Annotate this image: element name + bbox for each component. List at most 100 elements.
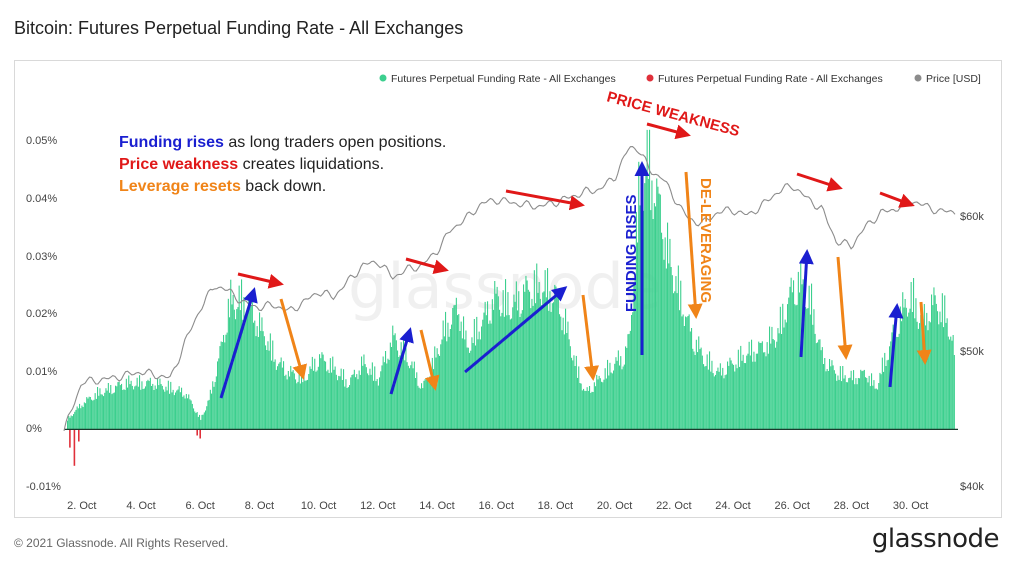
funding-bar (455, 297, 457, 430)
funding-bar (548, 310, 550, 430)
funding-bar (68, 416, 70, 430)
funding-bar (605, 378, 607, 430)
funding-bar (325, 361, 327, 430)
funding-bar (136, 377, 138, 430)
funding-bar (465, 330, 467, 430)
funding-bar (759, 343, 761, 430)
funding-bar (272, 340, 274, 430)
funding-bar (535, 303, 537, 430)
funding-bar (283, 361, 285, 430)
funding-bar (925, 325, 927, 430)
funding-bar (275, 369, 277, 430)
funding-bar (476, 316, 478, 430)
funding-bar (513, 294, 515, 430)
funding-bar (177, 389, 179, 430)
funding-bar (791, 292, 793, 430)
funding-bar (442, 320, 444, 430)
y-left-tick: 0% (26, 423, 42, 435)
funding-bar (667, 222, 669, 430)
funding-bar (949, 339, 951, 430)
funding-bar (357, 379, 359, 430)
funding-bar (679, 310, 681, 430)
funding-bar (530, 308, 532, 430)
funding-bar (861, 371, 863, 430)
annotation-leverage-resets: Leverage resets (119, 178, 241, 195)
funding-bar (351, 375, 353, 430)
funding-bar (159, 378, 161, 430)
funding-bar (433, 369, 435, 430)
funding-bar (74, 411, 76, 430)
funding-bar (643, 210, 645, 430)
funding-bar (185, 394, 187, 430)
funding-bar (395, 340, 397, 430)
funding-bar (596, 374, 598, 430)
funding-bar (117, 382, 119, 430)
funding-bar (844, 375, 846, 430)
funding-bar (140, 389, 142, 430)
funding-bar (790, 277, 792, 430)
x-tick-label: 14. Oct (419, 500, 454, 512)
funding-bar (166, 390, 168, 430)
funding-bar (519, 317, 521, 430)
funding-bar (339, 376, 341, 430)
funding-bar (254, 320, 256, 430)
funding-bar (437, 354, 439, 430)
funding-bar (639, 205, 641, 430)
funding-bar (920, 315, 922, 430)
funding-bar (706, 354, 708, 430)
funding-bar (754, 361, 756, 430)
funding-bar (693, 351, 695, 430)
funding-bar (902, 292, 904, 430)
funding-bar (428, 381, 430, 430)
funding-bar (176, 390, 178, 430)
funding-bar (211, 393, 213, 430)
funding-bar (170, 381, 172, 430)
funding-bar (289, 376, 291, 430)
funding-bar (235, 319, 237, 430)
funding-bar (904, 299, 906, 430)
funding-bar (70, 415, 72, 430)
legend-marker-green (379, 74, 387, 82)
funding-bar (495, 293, 497, 430)
funding-bar (819, 339, 821, 430)
annotation-line-3: Leverage resets back down. (119, 178, 326, 195)
funding-bar (148, 381, 150, 430)
funding-bar (811, 283, 813, 430)
funding-bar (841, 381, 843, 430)
copyright: © 2021 Glassnode. All Rights Reserved. (14, 536, 229, 550)
funding-bar (178, 386, 180, 430)
funding-bar (826, 369, 828, 430)
funding-bar (189, 399, 191, 430)
funding-bar (584, 390, 586, 430)
funding-bar (362, 365, 364, 430)
funding-bar (477, 339, 479, 430)
funding-bar (441, 339, 443, 430)
funding-bar (775, 347, 777, 430)
funding-bar (658, 193, 660, 430)
x-tick-label: 10. Oct (301, 500, 336, 512)
funding-bar (825, 371, 827, 430)
funding-bar (251, 300, 253, 430)
funding-bar (917, 328, 919, 430)
funding-bar (111, 394, 113, 430)
funding-bar (698, 336, 700, 430)
funding-bar (284, 375, 286, 430)
funding-bar (130, 380, 132, 430)
funding-bar (604, 368, 606, 430)
funding-bar (575, 355, 577, 430)
funding-bar (544, 270, 546, 430)
funding-bar (175, 392, 177, 430)
funding-bar (217, 361, 219, 430)
funding-bar (629, 330, 631, 430)
funding-bar (899, 306, 901, 430)
funding-bar (310, 368, 312, 430)
funding-bar (731, 363, 733, 430)
funding-bar (946, 318, 948, 430)
funding-bar (208, 399, 210, 430)
funding-bar (842, 366, 844, 430)
funding-bar (687, 316, 689, 430)
x-tick-label: 22. Oct (656, 500, 691, 512)
funding-bar (664, 237, 666, 430)
funding-bar (403, 337, 405, 430)
funding-bar (627, 334, 629, 430)
